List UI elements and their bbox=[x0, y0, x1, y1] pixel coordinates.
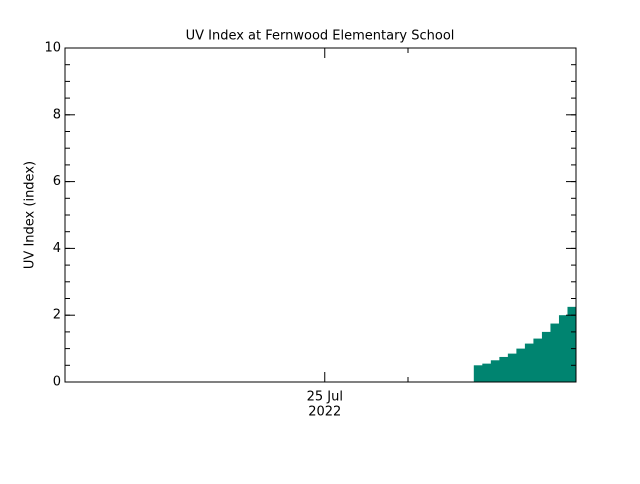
y-axis-label: UV Index (index) bbox=[23, 161, 38, 269]
area-step bbox=[516, 348, 526, 382]
area-step bbox=[541, 331, 551, 382]
chart-title: UV Index at Fernwood Elementary School bbox=[186, 29, 455, 44]
area-step bbox=[567, 306, 577, 382]
area-step bbox=[499, 356, 509, 382]
area-step bbox=[550, 323, 560, 382]
area-step bbox=[524, 343, 534, 382]
y-tick-label: 4 bbox=[53, 241, 61, 256]
area-step bbox=[490, 360, 500, 382]
area-step bbox=[507, 353, 517, 382]
y-tick-label: 6 bbox=[53, 174, 61, 189]
x-tick-label: 25 Jul bbox=[307, 390, 343, 405]
area-step bbox=[473, 365, 483, 382]
area-step bbox=[533, 338, 543, 382]
y-tick-label: 0 bbox=[53, 375, 61, 390]
y-tick-label: 8 bbox=[53, 107, 61, 122]
x-tick-sublabel: 2022 bbox=[308, 405, 341, 420]
area-step bbox=[558, 315, 568, 382]
y-tick-label: 2 bbox=[53, 308, 61, 323]
y-tick-label: 10 bbox=[44, 41, 61, 56]
area-step bbox=[482, 363, 492, 382]
